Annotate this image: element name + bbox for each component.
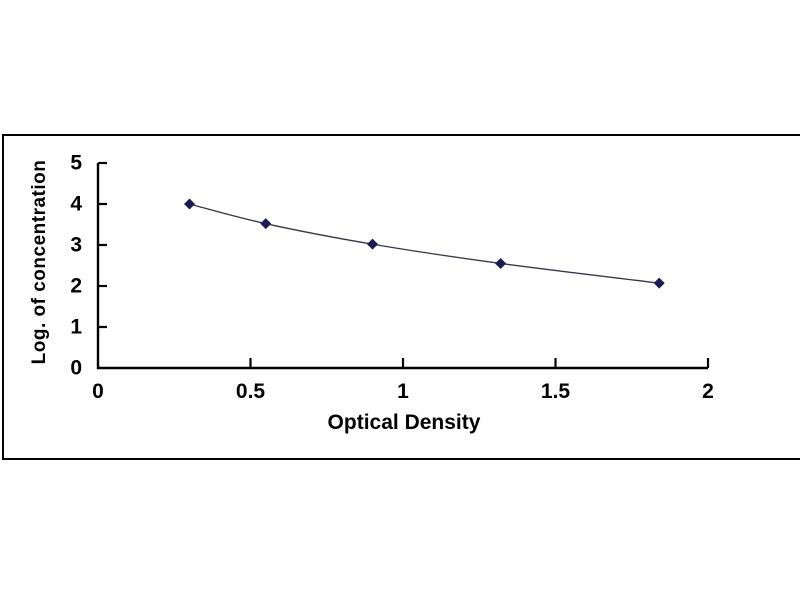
data-point-marker bbox=[260, 218, 272, 230]
data-point-marker bbox=[495, 257, 507, 269]
x-tick-label: 1.5 bbox=[540, 380, 571, 403]
y-tick-label: 2 bbox=[70, 274, 82, 298]
x-tick-label: 1 bbox=[397, 380, 409, 403]
y-tick-label: 0 bbox=[70, 356, 82, 380]
y-tick-label: 4 bbox=[70, 192, 82, 216]
data-point-marker bbox=[184, 198, 195, 210]
y-tick-label: 1 bbox=[70, 315, 82, 339]
axis-spine bbox=[96, 163, 708, 370]
data-point-marker bbox=[653, 277, 665, 289]
data-point-marker bbox=[367, 238, 378, 250]
x-tick-label: 0 bbox=[92, 380, 104, 403]
y-tick-label: 5 bbox=[70, 151, 82, 175]
x-tick-label: 2 bbox=[702, 380, 714, 403]
x-tick-label: 0.5 bbox=[235, 380, 266, 403]
chart-frame bbox=[2, 134, 800, 460]
standard-curve-line bbox=[189, 203, 660, 284]
x-axis-title: Optical Density bbox=[327, 411, 481, 434]
y-axis-title: Log. of concentration bbox=[29, 159, 50, 365]
y-tick-label: 3 bbox=[70, 233, 82, 257]
